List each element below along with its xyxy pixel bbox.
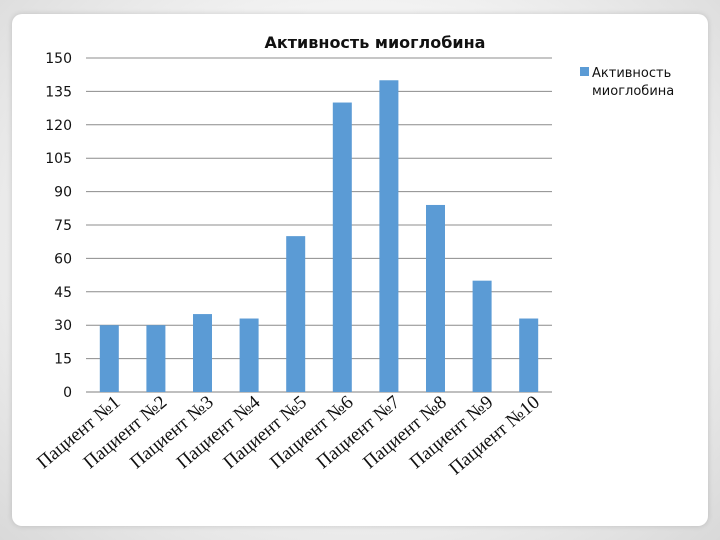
y-tick-label: 15 (54, 352, 72, 368)
legend-label-line-2: миоглобина (592, 84, 674, 99)
bar (193, 314, 212, 392)
bar (286, 236, 306, 392)
legend: Активность миоглобина (580, 66, 674, 99)
bar (426, 204, 445, 392)
bar (239, 318, 259, 392)
y-tick-label: 150 (45, 51, 72, 67)
bar (379, 80, 399, 393)
chart-title: Активность миоглобина (265, 33, 486, 52)
y-tick-label: 75 (54, 218, 72, 234)
y-tick-label: 105 (45, 151, 72, 167)
legend-swatch (580, 67, 589, 76)
y-tick-label: 30 (54, 318, 72, 334)
bar (99, 325, 119, 392)
bar (472, 280, 492, 392)
bars (99, 80, 539, 393)
y-tick-label: 90 (54, 185, 72, 201)
bar (519, 318, 539, 392)
bar (146, 325, 166, 392)
y-tick-label: 45 (54, 285, 72, 301)
y-tick-labels: 0 15 30 45 60 75 90 105 120 135 150 (45, 51, 72, 401)
bar (332, 102, 352, 393)
y-tick-label: 60 (54, 251, 72, 267)
chart-card (12, 14, 708, 526)
y-tick-label: 120 (45, 118, 72, 134)
legend-label-line-1: Активность (592, 66, 671, 81)
y-tick-label: 135 (45, 84, 72, 100)
y-tick-label: 0 (63, 385, 72, 401)
